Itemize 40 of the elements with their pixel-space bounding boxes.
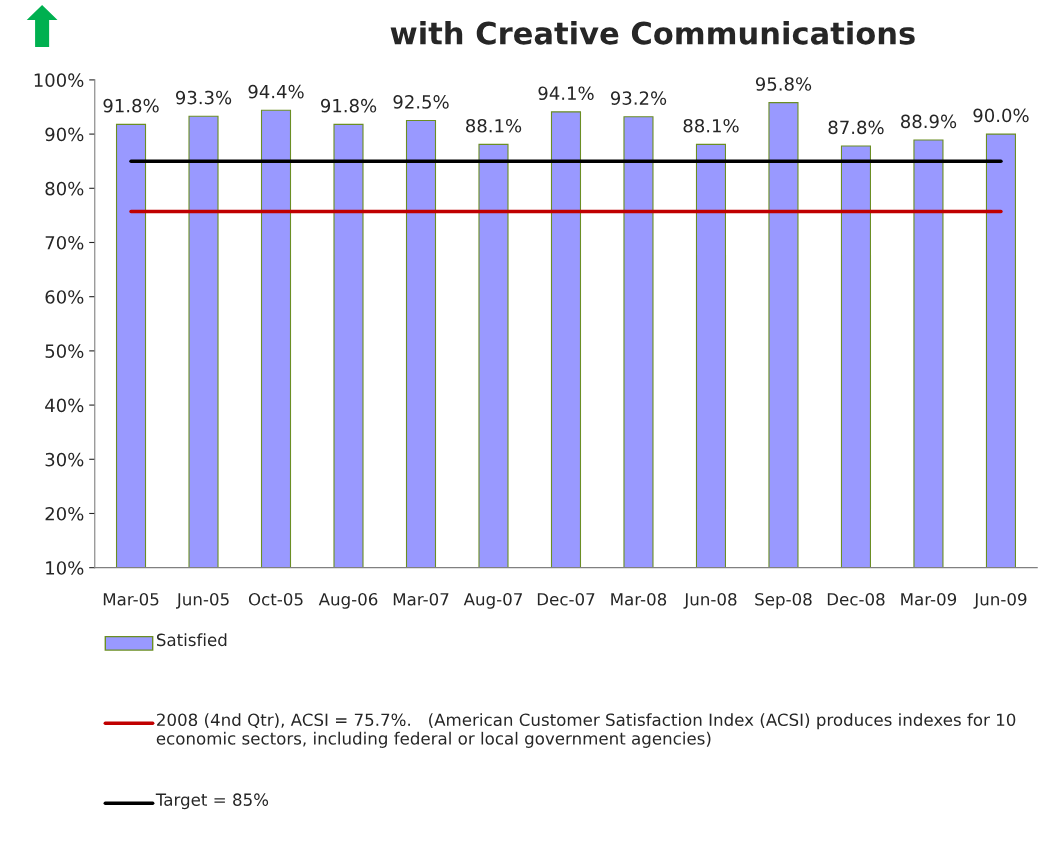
data-label: 88.1%	[683, 118, 739, 133]
chart-title: with Creative Communications	[390, 21, 915, 45]
x-tick-label: Dec-07	[537, 592, 595, 606]
data-label: 90.0%	[973, 108, 1029, 123]
x-tick-label: Dec-08	[827, 592, 885, 606]
data-label: 87.8%	[828, 120, 884, 135]
data-label: 93.3%	[175, 90, 232, 105]
x-tick-label: Mar-09	[901, 592, 957, 606]
y-tick-label: 80%	[45, 181, 84, 196]
y-tick-label: 90%	[45, 127, 84, 142]
x-tick-label: Aug-07	[463, 592, 522, 609]
data-label: 93.2%	[610, 91, 667, 105]
x-tick-label: Aug-06	[318, 592, 378, 609]
data-label: 88.1%	[466, 118, 522, 133]
y-tick-label: 30%	[45, 452, 84, 467]
y-tick-label: 70%	[45, 235, 84, 250]
legend-label: 2008 (4nd Qtr), ACSI = 75.7%. (American Customer Satisfaction Index (ACSI) produces indexes for 10 economic sectors, including federal or local government agencies)	[156, 713, 1016, 748]
data-label: 91.8%	[320, 98, 377, 113]
x-tick-label: Sep-08	[755, 592, 812, 609]
y-tick-label: 60%	[45, 290, 84, 304]
data-label: 91.8%	[103, 98, 159, 113]
y-tick-label: 40%	[45, 398, 84, 413]
legend-label: Satisfied	[156, 633, 227, 647]
data-label: 94.1%	[538, 86, 594, 101]
x-tick-label: Mar-07	[393, 592, 449, 606]
x-tick-label: Jun-05	[176, 592, 229, 609]
y-tick-label: 10%	[46, 561, 84, 575]
data-label: 88.9%	[901, 114, 957, 129]
x-tick-label: Oct-05	[248, 592, 303, 606]
y-tick-label: 20%	[45, 506, 84, 521]
x-tick-label: Jun-09	[973, 592, 1027, 609]
data-label: 92.5%	[393, 95, 449, 109]
y-tick-label: 50%	[45, 344, 84, 358]
x-tick-label: Jun-08	[683, 592, 737, 609]
y-tick-label: 100%	[34, 73, 84, 88]
x-tick-label: Mar-08	[611, 592, 667, 606]
data-label: 94.4%	[248, 84, 304, 99]
x-tick-label: Mar-05	[103, 592, 159, 606]
data-label: 95.8%	[755, 77, 812, 91]
legend-label: Target = 85%	[155, 793, 269, 810]
